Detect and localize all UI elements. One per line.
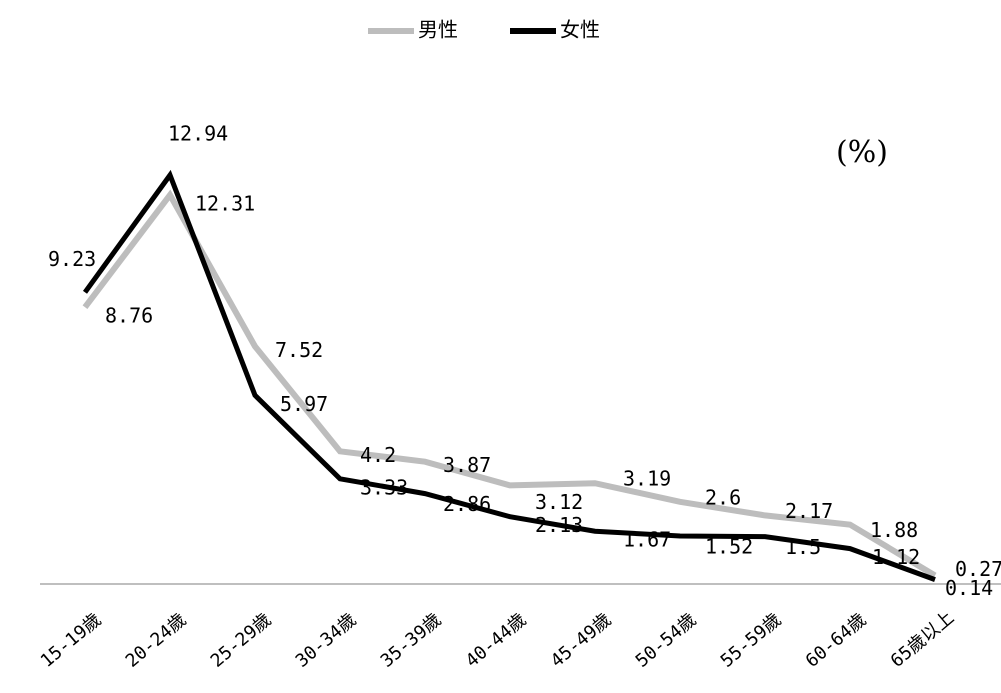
data-label-male-0: 8.76: [105, 304, 153, 328]
data-label-female-0: 9.23: [48, 247, 96, 271]
x-tick-label-7: 50-54歲: [632, 609, 701, 671]
x-tick-label-3: 30-34歲: [292, 609, 361, 671]
x-tick-label-8: 55-59歲: [717, 609, 786, 671]
data-label-female-8: 1.5: [785, 535, 821, 559]
data-label-male-9: 1.88: [870, 518, 918, 542]
data-label-male-6: 3.19: [623, 467, 671, 491]
x-tick-label-10: 65歲以上: [887, 607, 958, 672]
data-label-male-2: 7.52: [275, 338, 323, 362]
series-layer: [82, 169, 937, 582]
data-label-female-4: 2.86: [443, 492, 491, 516]
x-tick-label-6: 45-49歲: [547, 609, 616, 671]
legend: 男性 女性: [368, 18, 600, 42]
x-tick-label-5: 40-44歲: [462, 609, 531, 671]
x-tick-label-2: 25-29歲: [207, 609, 276, 671]
data-label-female-6: 1.67: [623, 528, 671, 552]
data-label-female-5: 2.13: [535, 513, 583, 537]
data-label-female-9: 1.12: [872, 545, 920, 569]
data-label-male-5: 3.12: [535, 490, 583, 514]
x-tick-label-0: 15-19歲: [37, 609, 106, 671]
data-label-male-1: 12.31: [195, 192, 255, 216]
data-label-female-7: 1.52: [705, 534, 753, 558]
data-label-male-7: 2.6: [705, 485, 741, 509]
unit-label: (%): [836, 135, 888, 170]
data-label-male-3: 4.2: [360, 443, 396, 467]
data-label-female-3: 3.33: [360, 475, 408, 499]
data-label-female-1: 12.94: [168, 122, 228, 146]
data-label-male-4: 3.87: [443, 453, 491, 477]
x-tick-label-4: 35-39歲: [377, 609, 446, 671]
x-tick-label-9: 60-64歲: [802, 609, 871, 671]
data-labels: 8.76 12.31 7.52 4.2 3.87 3.12 3.19 2.6 2.17 1.88 0…: [48, 122, 1001, 600]
legend-label-male: 男性: [418, 18, 458, 42]
series-line-male: [82, 189, 937, 579]
x-tick-label-1: 20-24歲: [122, 609, 191, 671]
series-line-female: [82, 169, 936, 582]
data-label-female-10: 0.14: [945, 576, 993, 600]
data-label-male-10: 0.27: [955, 557, 1001, 581]
x-tick-labels: 15-19歲 20-24歲 25-29歲 30-34歲 35-39歲 40-44歲 45-4…: [37, 607, 958, 672]
data-label-male-8: 2.17: [785, 499, 833, 523]
data-label-female-2: 5.97: [280, 392, 328, 416]
legend-label-female: 女性: [560, 18, 600, 42]
